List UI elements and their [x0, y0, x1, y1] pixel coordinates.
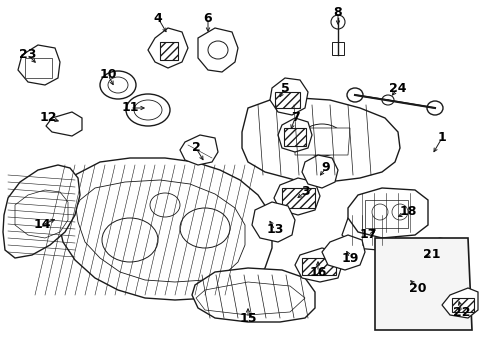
Text: 11: 11: [121, 102, 139, 114]
Polygon shape: [196, 282, 305, 315]
Text: 3: 3: [300, 185, 309, 198]
Ellipse shape: [207, 41, 227, 59]
Polygon shape: [274, 92, 299, 108]
Ellipse shape: [108, 77, 128, 93]
Polygon shape: [374, 238, 471, 330]
Text: 6: 6: [203, 12, 212, 24]
Polygon shape: [441, 288, 477, 318]
Ellipse shape: [381, 95, 393, 105]
Text: 16: 16: [309, 265, 326, 279]
Polygon shape: [180, 135, 218, 165]
Polygon shape: [15, 190, 68, 238]
Text: 12: 12: [39, 112, 57, 125]
Polygon shape: [242, 98, 399, 182]
Text: 9: 9: [321, 162, 329, 175]
Text: 13: 13: [266, 224, 283, 237]
Text: 22: 22: [452, 306, 470, 319]
Ellipse shape: [180, 208, 229, 248]
Text: 17: 17: [359, 229, 376, 242]
Polygon shape: [160, 42, 178, 60]
Polygon shape: [294, 128, 349, 155]
Text: 4: 4: [153, 12, 162, 24]
Polygon shape: [148, 28, 187, 68]
Text: 18: 18: [399, 206, 416, 219]
Polygon shape: [198, 28, 238, 72]
Text: 14: 14: [33, 219, 51, 231]
Polygon shape: [192, 268, 314, 322]
Polygon shape: [321, 235, 364, 270]
Text: 20: 20: [408, 282, 426, 294]
Ellipse shape: [371, 204, 387, 220]
Polygon shape: [302, 155, 337, 188]
Text: 23: 23: [19, 49, 37, 62]
Polygon shape: [282, 188, 314, 208]
Polygon shape: [269, 78, 307, 115]
Ellipse shape: [102, 218, 158, 262]
Text: 15: 15: [239, 311, 256, 324]
Ellipse shape: [391, 204, 407, 220]
Ellipse shape: [426, 101, 442, 115]
Polygon shape: [278, 118, 311, 152]
Polygon shape: [273, 178, 319, 215]
Polygon shape: [407, 238, 464, 278]
Polygon shape: [46, 112, 82, 136]
Polygon shape: [389, 262, 441, 305]
Text: 21: 21: [423, 248, 440, 261]
Ellipse shape: [330, 15, 345, 29]
Polygon shape: [347, 188, 427, 238]
Polygon shape: [284, 128, 305, 146]
Text: 1: 1: [437, 131, 446, 144]
Ellipse shape: [346, 88, 362, 102]
Polygon shape: [3, 165, 80, 258]
Polygon shape: [294, 248, 341, 282]
Polygon shape: [302, 258, 335, 275]
Ellipse shape: [134, 100, 162, 120]
Polygon shape: [451, 298, 473, 312]
Polygon shape: [58, 158, 271, 300]
Ellipse shape: [150, 193, 180, 217]
Ellipse shape: [126, 94, 170, 126]
Text: 8: 8: [333, 5, 342, 18]
Text: 24: 24: [388, 81, 406, 94]
Text: 5: 5: [280, 81, 289, 94]
Polygon shape: [76, 180, 244, 282]
Text: 2: 2: [191, 141, 200, 154]
Text: 19: 19: [341, 252, 358, 265]
Polygon shape: [25, 58, 52, 78]
Polygon shape: [364, 200, 407, 228]
Polygon shape: [251, 202, 294, 242]
Polygon shape: [18, 45, 60, 85]
Text: 7: 7: [290, 112, 299, 125]
Text: 10: 10: [99, 68, 117, 81]
Polygon shape: [331, 42, 343, 55]
Ellipse shape: [100, 71, 136, 99]
Ellipse shape: [299, 124, 343, 156]
Polygon shape: [341, 210, 397, 250]
Polygon shape: [160, 42, 178, 60]
